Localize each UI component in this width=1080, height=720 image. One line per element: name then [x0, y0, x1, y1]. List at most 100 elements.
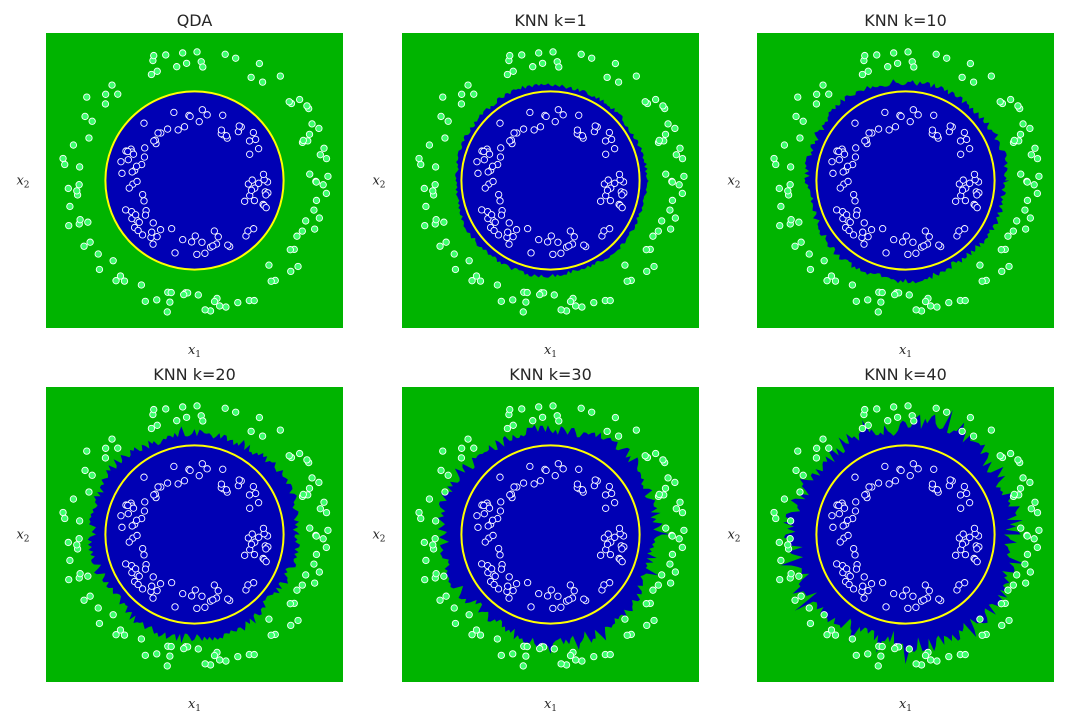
data-point-outer — [678, 154, 687, 163]
data-point-inner — [244, 581, 252, 589]
data-point-outer — [668, 550, 677, 559]
data-point-inner — [141, 144, 149, 152]
data-point-inner — [604, 530, 612, 538]
data-point-outer — [1017, 524, 1025, 532]
data-point-inner — [850, 190, 858, 199]
data-point-outer — [861, 405, 869, 414]
data-point-outer — [86, 592, 94, 600]
data-point-outer — [777, 556, 785, 565]
data-point-outer — [73, 187, 81, 195]
data-point-outer — [497, 297, 505, 305]
data-point-outer — [216, 656, 224, 664]
data-point-outer — [193, 48, 201, 56]
data-point-outer — [538, 413, 547, 421]
data-point-outer — [997, 600, 1005, 608]
data-point-outer — [998, 267, 1006, 276]
data-point-inner — [250, 550, 259, 559]
data-point-outer — [464, 435, 472, 443]
data-point-inner — [957, 504, 965, 512]
data-point-outer — [457, 90, 466, 98]
data-point-inner — [559, 111, 567, 119]
data-point-outer — [255, 59, 264, 68]
data-point-inner — [890, 236, 898, 244]
data-point-inner — [580, 241, 588, 249]
data-point-inner — [509, 587, 517, 595]
data-point-outer — [472, 626, 481, 634]
data-point-inner — [543, 592, 552, 600]
data-point-outer — [861, 51, 869, 60]
data-point-outer — [324, 526, 332, 535]
data-point-inner — [149, 573, 157, 581]
data-point-outer — [247, 427, 255, 436]
data-point-inner — [222, 486, 231, 494]
data-point-outer — [267, 277, 275, 285]
data-point-inner — [961, 550, 970, 559]
data-point-inner — [210, 227, 218, 235]
data-point-outer — [316, 151, 324, 159]
data-point-inner — [247, 540, 256, 548]
data-point-outer — [65, 575, 73, 584]
data-point-outer — [958, 73, 966, 82]
data-point-outer — [310, 206, 318, 214]
data-point-outer — [784, 541, 792, 549]
data-point-outer — [137, 281, 146, 289]
data-point-inner — [235, 476, 243, 484]
data-point-inner — [535, 236, 543, 244]
data-point-outer — [588, 408, 596, 416]
data-point-outer — [415, 508, 423, 517]
data-point-outer — [422, 556, 430, 565]
data-point-inner — [904, 250, 912, 259]
data-point-inner — [187, 238, 196, 246]
data-point-inner — [217, 126, 226, 134]
data-point-outer — [420, 538, 428, 547]
data-point-inner — [607, 489, 616, 498]
data-point-outer — [873, 51, 881, 59]
data-point-outer — [182, 413, 191, 421]
data-point-outer — [678, 508, 687, 517]
data-point-inner — [557, 603, 565, 611]
y-axis-label: x2 — [16, 174, 29, 191]
data-point-inner — [481, 184, 489, 192]
data-point-inner — [504, 582, 512, 590]
data-point-inner — [881, 462, 889, 471]
data-point-inner — [510, 483, 518, 491]
panel-title: QDA — [177, 11, 213, 30]
y-axis-label: x2 — [16, 528, 29, 545]
data-point-outer — [676, 498, 684, 506]
data-point-inner — [198, 592, 206, 600]
data-point-inner — [902, 586, 910, 594]
data-point-inner — [141, 211, 150, 219]
data-point-outer — [1030, 181, 1038, 189]
data-point-outer — [910, 63, 918, 71]
data-point-outer — [320, 498, 328, 506]
data-point-outer — [776, 575, 784, 584]
data-point-inner — [867, 580, 876, 588]
data-point-inner — [851, 197, 859, 205]
data-point-inner — [904, 604, 912, 613]
data-point-outer — [522, 298, 530, 306]
data-point-inner — [140, 153, 149, 161]
data-point-outer — [432, 216, 440, 224]
data-point-inner — [930, 111, 938, 119]
data-point-inner — [578, 486, 587, 494]
data-point-inner — [131, 211, 140, 219]
data-point-outer — [112, 631, 120, 639]
data-point-outer — [927, 302, 935, 310]
data-point-outer — [75, 517, 84, 525]
data-point-outer — [614, 78, 623, 86]
data-point-outer — [1009, 581, 1017, 589]
data-point-outer — [661, 484, 670, 493]
data-point-outer — [797, 592, 805, 600]
data-point-inner — [578, 132, 587, 140]
data-point-outer — [267, 631, 275, 639]
data-point-inner — [210, 581, 218, 589]
data-point-outer — [819, 435, 827, 443]
data-point-outer — [194, 645, 202, 653]
data-point-inner — [874, 479, 883, 487]
data-point-outer — [422, 202, 430, 211]
data-point-outer — [1010, 490, 1018, 499]
data-point-inner — [549, 250, 557, 259]
data-point-outer — [921, 297, 930, 306]
data-point-outer — [614, 432, 623, 440]
data-point-outer — [523, 642, 531, 651]
